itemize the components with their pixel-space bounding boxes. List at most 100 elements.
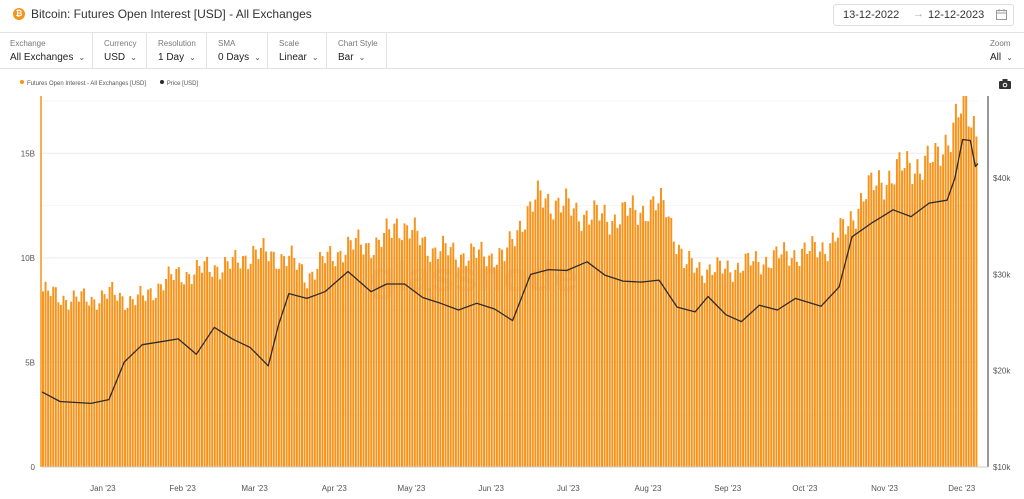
oi-bar: [144, 300, 147, 467]
oi-bar: [457, 267, 460, 467]
oi-bar: [342, 262, 344, 467]
sma-dropdown[interactable]: SMA 0 Days ⌄: [208, 33, 268, 69]
oi-bar: [795, 261, 798, 467]
oi-bar: [188, 274, 191, 467]
exchange-label: Exchange: [10, 39, 46, 48]
x-tick-label: Nov '23: [871, 484, 898, 493]
date-to-input[interactable]: 12-12-2023: [928, 9, 985, 21]
oi-bar: [480, 241, 483, 467]
oi-bar: [924, 155, 927, 468]
oi-bar: [536, 180, 539, 467]
oi-bar: [916, 159, 919, 467]
oi-bar: [254, 249, 257, 467]
oi-bar: [926, 145, 929, 467]
oi-bar: [103, 294, 106, 467]
resolution-label: Resolution: [158, 39, 196, 48]
oi-bar: [444, 243, 447, 467]
oi-bar: [380, 246, 383, 467]
oi-bar: [652, 196, 655, 467]
oi-bar: [229, 268, 232, 467]
oi-bar: [824, 254, 827, 467]
oi-bar: [370, 258, 373, 467]
oi-bar: [275, 268, 278, 467]
camera-icon[interactable]: [999, 79, 1011, 89]
date-range-picker[interactable]: 13-12-2022 → 12-12-2023: [833, 4, 1014, 26]
oi-bar: [424, 236, 427, 467]
oi-bar: [93, 299, 96, 467]
y-left-tick-label: 15B: [21, 149, 35, 158]
oi-bar: [842, 219, 845, 467]
oi-bar: [80, 291, 83, 467]
oi-bar: [177, 267, 180, 467]
oi-bar: [711, 274, 714, 467]
oi-bar: [893, 184, 896, 467]
oi-bar: [729, 272, 732, 467]
axes: 0 5B 10B 15B $10k $20k $30k $40k Jan '23 Feb '23 M…: [21, 96, 1011, 493]
currency-dropdown[interactable]: Currency USD ⌄: [94, 33, 147, 69]
calendar-icon[interactable]: [996, 9, 1007, 20]
oi-bar: [603, 204, 606, 467]
oi-bar: [98, 303, 101, 467]
oi-bar: [598, 220, 601, 467]
date-from-input[interactable]: 13-12-2022: [843, 9, 900, 21]
y-left-tick-label: 10B: [21, 254, 35, 263]
oi-bar: [147, 289, 150, 467]
oi-bar: [383, 232, 386, 467]
oi-bar: [829, 243, 832, 467]
oi-bar: [167, 266, 170, 467]
chart-toolbar: Exchange All Exchanges ⌄ Currency USD ⌄ Re…: [0, 32, 1024, 69]
oi-bar: [408, 238, 411, 467]
oi-bar: [760, 274, 762, 467]
oi-bar: [490, 253, 493, 467]
oi-bar: [288, 255, 291, 467]
oi-bar: [975, 136, 978, 467]
oi-bar: [688, 251, 691, 467]
legend-item-open-interest[interactable]: Futures Open Interest - All Exchanges [U…: [20, 80, 146, 87]
oi-bar: [124, 309, 127, 467]
oi-bar: [601, 213, 603, 467]
oi-bar: [698, 262, 701, 467]
oi-bar: [372, 254, 375, 467]
oi-bar: [501, 249, 503, 467]
oi-bar: [695, 267, 698, 467]
oi-bar: [303, 282, 306, 467]
oi-bar: [613, 214, 616, 467]
exchange-dropdown[interactable]: Exchange All Exchanges ⌄: [0, 33, 93, 69]
oi-bar: [785, 251, 788, 467]
oi-bar: [216, 266, 219, 467]
legend-item-price[interactable]: Price [USD]: [159, 80, 198, 87]
oi-bar: [749, 265, 752, 467]
oi-bar: [206, 256, 209, 467]
oi-bar: [270, 251, 273, 467]
oi-bar: [731, 281, 734, 467]
oi-bar: [418, 245, 421, 467]
oi-bar: [947, 145, 950, 467]
x-tick-label: Jun '23: [478, 484, 504, 493]
oi-bar: [200, 272, 203, 467]
oi-bar: [608, 234, 611, 467]
oi-bar: [349, 240, 352, 467]
scale-dropdown[interactable]: Scale Linear ⌄: [269, 33, 327, 69]
scale-label: Scale: [279, 39, 300, 48]
oi-bar: [724, 268, 727, 467]
chart-style-dropdown[interactable]: Chart Style Bar ⌄: [328, 33, 387, 69]
oi-bar: [960, 113, 963, 467]
oi-bar: [906, 151, 909, 467]
oi-bar: [654, 210, 657, 467]
oi-bar: [831, 232, 834, 467]
oi-bar: [126, 307, 129, 467]
oi-bar: [919, 173, 921, 467]
chart-legend: Futures Open Interest - All Exchanges [U…: [20, 80, 210, 90]
oi-bar: [467, 260, 470, 467]
x-tick-label: Mar '23: [241, 484, 268, 493]
oi-bar: [403, 223, 406, 467]
oi-bar: [485, 266, 488, 467]
oi-bar: [565, 188, 568, 467]
oi-bar: [429, 261, 432, 467]
oi-bar: [534, 199, 537, 467]
oi-bar: [557, 197, 560, 467]
resolution-dropdown[interactable]: Resolution 1 Day ⌄: [148, 33, 207, 69]
oi-bar: [298, 263, 301, 467]
oi-bar: [324, 263, 327, 467]
